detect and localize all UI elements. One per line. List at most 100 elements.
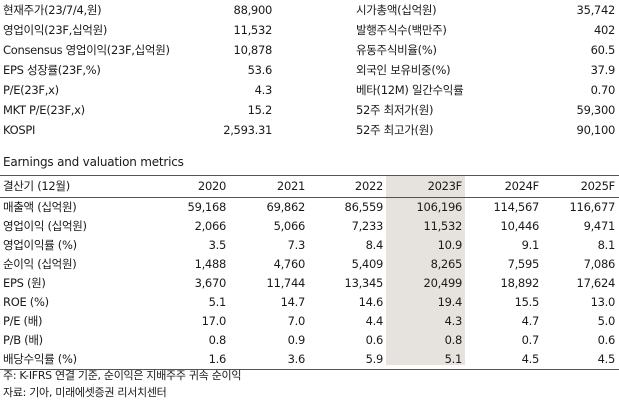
table-cell: 2,066 bbox=[194, 219, 227, 233]
row-label: 영업이익 (십억원) bbox=[3, 219, 87, 233]
stat-value: 37.9 bbox=[590, 63, 616, 77]
table-cell: 5.0 bbox=[597, 314, 616, 328]
stat-label: MKT P/E(23F,x) bbox=[3, 103, 85, 117]
stat-label: KOSPI bbox=[3, 123, 36, 137]
table-cell: 8.4 bbox=[365, 238, 384, 252]
footnote-basis: 주: K-IFRS 연결 기준, 순이익은 지배주주 귀속 순이익 bbox=[3, 369, 242, 382]
stats-row-mkt-pe: MKT P/E(23F,x) 15.2 52주 최저가(원) 59,300 bbox=[0, 100, 619, 120]
table-cell: 116,677 bbox=[569, 200, 616, 214]
key-stats-table: 현재주가(23/7/4,원) 88,900 시가총액(십억원) 35,742 영… bbox=[0, 0, 619, 140]
header-cell: 2021 bbox=[276, 179, 305, 193]
table-cell: 86,559 bbox=[344, 200, 384, 214]
table-cell: 1,488 bbox=[194, 257, 227, 271]
table-cell: 3.6 bbox=[287, 352, 306, 366]
row-label: P/E (배) bbox=[3, 314, 43, 328]
stat-value: 15.2 bbox=[247, 103, 273, 117]
table-cell: 8,265 bbox=[430, 257, 463, 271]
stat-value: 90,100 bbox=[576, 123, 616, 137]
table-cell: 3,670 bbox=[194, 276, 227, 290]
stat-label: 52주 최고가(원) bbox=[356, 123, 434, 137]
table-cell: 0.9 bbox=[287, 333, 306, 347]
table-cell: 59,168 bbox=[187, 200, 227, 214]
table-row: 영업이익 (십억원) 2,066 5,066 7,233 11,532 10,4… bbox=[0, 217, 619, 236]
table-cell: 17,624 bbox=[576, 276, 616, 290]
table-cell: 17.0 bbox=[201, 314, 227, 328]
table-cell: 4.4 bbox=[365, 314, 384, 328]
stat-value: 10,878 bbox=[233, 43, 273, 57]
stats-row-eps-growth: EPS 성장률(23F,%) 53.6 외국인 보유비중(%) 37.9 bbox=[0, 60, 619, 80]
stat-value: 35,742 bbox=[576, 3, 616, 17]
table-cell: 7,086 bbox=[583, 257, 616, 271]
table-cell: 13.0 bbox=[590, 295, 616, 309]
table-cell: 7,595 bbox=[507, 257, 540, 271]
stat-value: 59,300 bbox=[576, 103, 616, 117]
row-label: 매출액 (십억원) bbox=[3, 200, 77, 214]
metrics-section-title: Earnings and valuation metrics bbox=[3, 155, 184, 169]
stat-label: 52주 최저가(원) bbox=[356, 103, 434, 117]
table-row: P/E (배) 17.0 7.0 4.4 4.3 4.7 5.0 bbox=[0, 312, 619, 331]
table-cell: 20,499 bbox=[423, 276, 463, 290]
stats-row-pe: P/E(23F,x) 4.3 베타(12M) 일간수익률 0.70 bbox=[0, 80, 619, 100]
table-cell: 5,409 bbox=[351, 257, 384, 271]
table-cell: 14.7 bbox=[280, 295, 306, 309]
stat-label: 발행주식수(백만주) bbox=[356, 23, 447, 37]
header-cell: 2022 bbox=[354, 179, 383, 193]
table-row: P/B (배) 0.8 0.9 0.6 0.8 0.7 0.6 bbox=[0, 331, 619, 350]
stat-value: 402 bbox=[593, 23, 615, 37]
table-cell: 4.7 bbox=[521, 314, 540, 328]
row-label: EPS (원) bbox=[3, 276, 46, 290]
stat-value: 4.3 bbox=[254, 83, 273, 97]
table-cell: 8.1 bbox=[597, 238, 616, 252]
stat-label: EPS 성장률(23F,%) bbox=[3, 63, 101, 77]
table-cell: 5.1 bbox=[208, 295, 227, 309]
table-cell: 15.5 bbox=[514, 295, 540, 309]
table-cell: 18,892 bbox=[500, 276, 540, 290]
table-cell: 11,744 bbox=[266, 276, 306, 290]
table-row: 영업이익률 (%) 3.5 7.3 8.4 10.9 9.1 8.1 bbox=[0, 236, 619, 255]
table-row: ROE (%) 5.1 14.7 14.6 19.4 15.5 13.0 bbox=[0, 293, 619, 312]
row-label: ROE (%) bbox=[3, 295, 49, 309]
table-cell: 0.8 bbox=[208, 333, 227, 347]
table-cell: 9.1 bbox=[521, 238, 540, 252]
table-cell: 14.6 bbox=[358, 295, 384, 309]
stat-label: 외국인 보유비중(%) bbox=[356, 63, 451, 77]
header-cell: 2020 bbox=[197, 179, 226, 193]
table-cell: 114,567 bbox=[493, 200, 540, 214]
stats-row-kospi: KOSPI 2,593.31 52주 최고가(원) 90,100 bbox=[0, 120, 619, 140]
table-cell: 10.9 bbox=[437, 238, 463, 252]
stat-value: 88,900 bbox=[233, 3, 273, 17]
table-cell: 10,446 bbox=[500, 219, 540, 233]
stats-row-current-price: 현재주가(23/7/4,원) 88,900 시가총액(십억원) 35,742 bbox=[0, 0, 619, 20]
stat-label: 시가총액(십억원) bbox=[356, 3, 437, 17]
table-cell: 9,471 bbox=[583, 219, 616, 233]
stat-value: 2,593.31 bbox=[223, 123, 272, 137]
footnote-source: 자료: 기아, 미래에셋증권 리서치센터 bbox=[3, 386, 167, 399]
earnings-metrics-table: 결산기 (12월) 2020 2021 2022 2023F 2024F 202… bbox=[0, 175, 619, 370]
table-cell: 0.6 bbox=[365, 333, 384, 347]
stat-label: 유동주식비율(%) bbox=[356, 43, 437, 57]
stat-label: Consensus 영업이익(23F,십억원) bbox=[3, 43, 170, 57]
row-label: P/B (배) bbox=[3, 333, 43, 347]
table-row: EPS (원) 3,670 11,744 13,345 20,499 18,89… bbox=[0, 274, 619, 293]
table-cell: 7.0 bbox=[287, 314, 306, 328]
header-cell: 2024F bbox=[504, 179, 540, 193]
table-cell: 0.7 bbox=[521, 333, 540, 347]
table-cell: 4,760 bbox=[273, 257, 306, 271]
table-cell: 7.3 bbox=[287, 238, 306, 252]
table-cell: 13,345 bbox=[344, 276, 384, 290]
row-label: 영업이익률 (%) bbox=[3, 238, 77, 252]
table-cell: 4.5 bbox=[597, 352, 616, 366]
row-label: 배당수익률 (%) bbox=[3, 352, 77, 366]
stat-label: P/E(23F,x) bbox=[3, 83, 59, 97]
header-cell: 결산기 (12월) bbox=[3, 179, 70, 193]
table-cell: 19.4 bbox=[437, 295, 463, 309]
table-cell: 5.9 bbox=[365, 352, 384, 366]
stats-row-operating-profit: 영업이익(23F,십억원) 11,532 발행주식수(백만주) 402 bbox=[0, 20, 619, 40]
stat-label: 영업이익(23F,십억원) bbox=[3, 23, 108, 37]
table-cell: 0.8 bbox=[444, 333, 463, 347]
stat-label: 현재주가(23/7/4,원) bbox=[3, 3, 102, 17]
stat-value: 53.6 bbox=[247, 63, 273, 77]
footnotes: 주: K-IFRS 연결 기준, 순이익은 지배주주 귀속 순이익 자료: 기아… bbox=[3, 367, 241, 401]
table-row: 매출액 (십억원) 59,168 69,862 86,559 106,196 1… bbox=[0, 198, 619, 217]
table-header-row: 결산기 (12월) 2020 2021 2022 2023F 2024F 202… bbox=[0, 175, 619, 198]
